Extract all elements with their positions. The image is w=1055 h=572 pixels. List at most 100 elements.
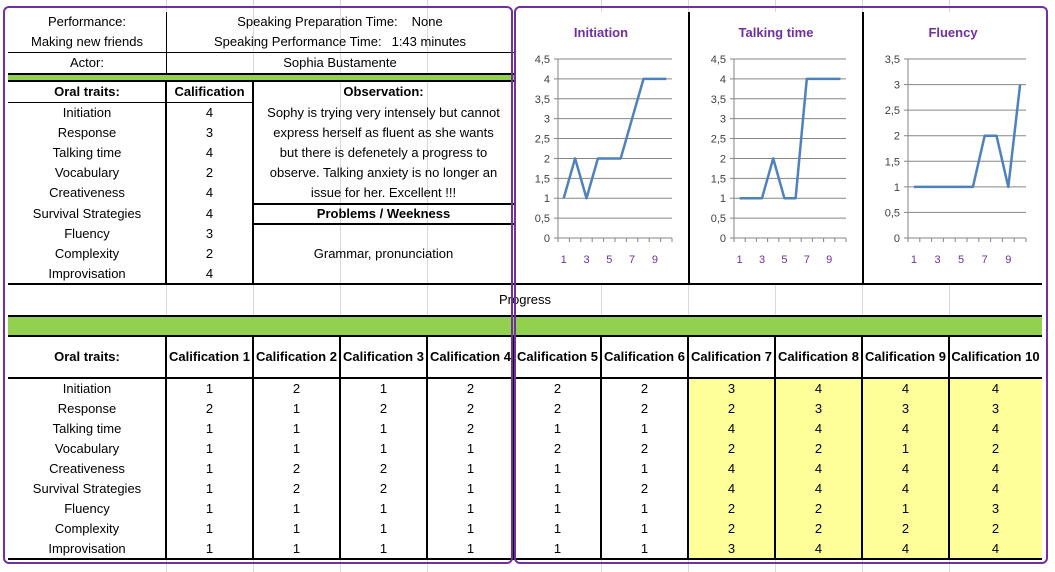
summary-calif-value: 4 (205, 145, 214, 161)
progress-col-header: Calification 10 (951, 349, 1040, 364)
progress-row-trait: Response (57, 401, 117, 416)
y-tick-label: 3 (894, 80, 900, 92)
performance-value: Making new friends (31, 34, 143, 49)
y-tick-label: 1,5 (711, 173, 726, 185)
y-tick-label: 0 (544, 233, 550, 245)
progress-cell: 2 (727, 501, 736, 516)
x-tick-label: 5 (781, 254, 787, 266)
progress-row-trait: Fluency (64, 501, 110, 516)
chart-title: Fluency (928, 25, 978, 40)
y-tick-label: 2,5 (711, 134, 726, 146)
y-tick-label: 3 (544, 114, 550, 126)
progress-cell: 1 (553, 421, 562, 436)
progress-row-trait: Complexity (54, 521, 120, 536)
progress-cell: 1 (379, 521, 388, 536)
progress-cell: 1 (379, 501, 388, 516)
progress-cell: 4 (901, 481, 910, 496)
progress-cell: 3 (727, 381, 736, 396)
progress-cell: 1 (379, 421, 388, 436)
series-line (739, 77, 841, 200)
y-tick-label: 4,5 (711, 54, 726, 66)
x-tick-label: 3 (583, 254, 589, 266)
progress-cell: 4 (727, 421, 736, 436)
chart-panel: Fluency 0 0,5 1 1,5 2 2,5 3 3,5 1 3 5 7 9 (862, 12, 1027, 283)
y-tick-label: 0 (894, 233, 900, 245)
progress-cell: 1 (205, 521, 214, 536)
summary-calif-value: 3 (205, 225, 214, 241)
progress-row-trait: Vocabulary (54, 441, 120, 456)
progress-col-header: Calification 5 (517, 349, 598, 364)
progress-cell: 1 (466, 501, 475, 516)
observation-line: issue for her. Excellent !!! (310, 185, 457, 200)
x-tick-label: 1 (561, 254, 567, 266)
y-tick-label: 1 (544, 193, 550, 205)
progress-cell: 1 (640, 501, 649, 516)
progress-cell: 4 (991, 461, 1000, 476)
progress-cell: 2 (727, 401, 736, 416)
progress-cell: 1 (205, 481, 214, 496)
progress-col-header: Calification 8 (778, 349, 859, 364)
progress-cell: 3 (727, 541, 736, 556)
left-selection-frame (3, 6, 513, 564)
actor-label: Actor: (70, 55, 104, 70)
progress-cell: 1 (379, 441, 388, 456)
summary-calif-value: 4 (205, 185, 214, 201)
summary-trait-label: Creativeness (49, 185, 125, 201)
progress-col-header: Calification 1 (169, 349, 250, 364)
observation-line: express herself as fluent as she wants (273, 125, 494, 140)
chart-title: Initiation (574, 25, 628, 40)
progress-cell: 1 (379, 381, 388, 396)
progress-cell: 3 (814, 401, 823, 416)
progress-cell: 2 (292, 461, 301, 476)
progress-cell: 1 (205, 461, 214, 476)
progress-row-trait: Talking time (52, 421, 122, 436)
progress-cell: 3 (991, 501, 1000, 516)
summary-trait-label: Fluency (64, 225, 110, 241)
progress-cell: 1 (553, 461, 562, 476)
progress-cell: 1 (640, 461, 649, 476)
progress-cell: 1 (292, 501, 301, 516)
progress-cell: 4 (814, 541, 823, 556)
progress-cell: 1 (640, 421, 649, 436)
summary-trait-label: Talking time (52, 145, 122, 161)
observation-line: observe. Talking anxiety is no longer an (269, 165, 498, 180)
progress-cell: 4 (814, 421, 823, 436)
progress-col-header: Calification 2 (256, 349, 337, 364)
progress-cell: 2 (901, 521, 910, 536)
summary-calif-value: 4 (205, 265, 214, 281)
observation-line: but there is defenetely a progress to (279, 145, 488, 160)
progress-cell: 1 (379, 541, 388, 556)
green-band-top (8, 74, 514, 80)
progress-cell: 1 (292, 401, 301, 416)
progress-cell: 2 (814, 501, 823, 516)
progress-cell: 4 (727, 461, 736, 476)
summary-trait-label: Improvisation (48, 265, 126, 281)
progress-cell: 1 (292, 421, 301, 436)
charts-area: Initiation 0 0,5 1 1,5 2 2,5 3 3,5 4 4,5 1 3 5 7 9 Talki… (514, 12, 1042, 283)
observation-line: Sophy is trying very intensely but canno… (267, 105, 500, 120)
y-tick-label: 4 (544, 74, 550, 86)
progress-cell: 4 (814, 461, 823, 476)
y-tick-label: 4,5 (535, 54, 550, 66)
y-tick-label: 1,5 (535, 173, 550, 185)
progress-cell: 2 (640, 381, 649, 396)
prep-time-label: Speaking Preparation Time: (237, 14, 398, 29)
summary-trait-label: Response (57, 125, 117, 141)
summary-col-observation: Observation: (343, 84, 424, 99)
progress-cell: 2 (991, 521, 1000, 536)
progress-cell: 1 (901, 441, 910, 456)
x-tick-label: 5 (606, 254, 612, 266)
progress-cell: 1 (466, 521, 475, 536)
progress-col-header: Calification 6 (604, 349, 685, 364)
progress-cell: 4 (814, 381, 823, 396)
green-band-bottom (8, 317, 1042, 335)
series-line (562, 77, 667, 200)
series-line (913, 84, 1022, 189)
y-tick-label: 2 (720, 153, 726, 165)
progress-cell: 1 (205, 441, 214, 456)
progress-col-traits: Oral traits: (54, 349, 120, 364)
perf-time-label: Speaking Performance Time: (213, 34, 382, 49)
y-tick-label: 1 (720, 193, 726, 205)
summary-col-traits: Oral traits: (54, 84, 120, 99)
